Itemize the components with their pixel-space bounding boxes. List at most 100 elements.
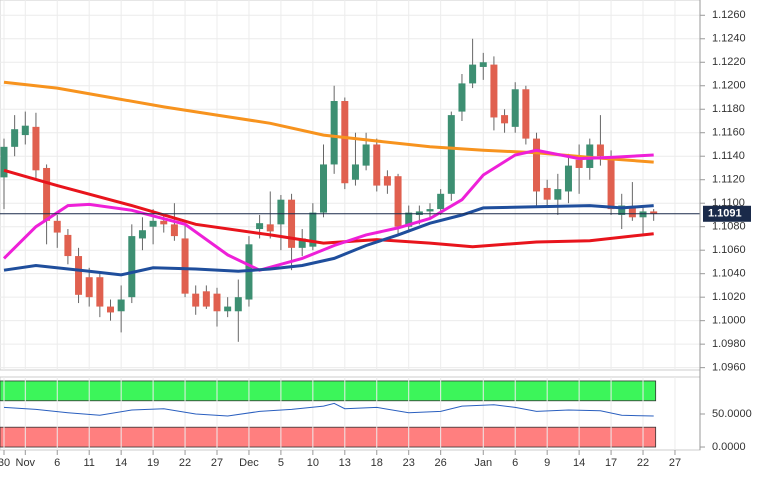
candle-body [234,297,242,312]
candle-body [458,83,466,112]
x-tick-label: Jan [474,457,492,469]
y-tick-label: 1.1120 [712,174,745,186]
candle-body [106,306,114,313]
candle-body [405,212,413,227]
candle-body [277,199,285,225]
candle-body [96,277,104,307]
x-tick-label: 27 [211,457,223,469]
candle-body [575,159,583,168]
candle-body [596,144,604,157]
y-tick-label: 1.1200 [712,80,746,92]
x-tick-label: 19 [147,457,159,469]
candle-body [0,146,8,178]
candle-body [469,64,477,84]
candle-body [650,211,658,214]
candle-body [266,224,274,232]
candle-body [554,189,562,200]
candle-body [607,156,615,210]
candle-body [11,129,19,147]
candle-body [149,220,157,227]
y-tick-label: 1.1080 [712,221,746,233]
y-tick-label: 1.1240 [712,33,746,45]
rsi-line [3,402,654,417]
y-tick-label: 1.1260 [712,9,746,21]
x-tick-label: 6 [512,457,518,469]
candle-body [511,89,519,127]
x-tick-label: 27 [669,457,681,469]
x-tick-label: Nov [16,457,36,469]
candle-body [522,89,530,139]
candle-body [256,223,264,230]
candle-body [383,176,391,186]
x-tick-label: 17 [605,457,617,469]
band [0,380,657,402]
candle-body [394,176,402,227]
candle-body [533,138,541,192]
ma-line [3,204,654,277]
x-tick-label: 6 [54,457,60,469]
candle-body [192,293,200,307]
candle-body [639,211,647,218]
candle-body [32,126,40,171]
x-tick-label: 13 [339,457,351,469]
candle-body [490,64,498,118]
x-tick-label: 30 [0,457,10,469]
candle-body [160,220,168,225]
candle-body [138,230,146,239]
y-tick-label: 50.0000 [712,408,752,420]
ma-line [3,80,654,164]
candle-body [479,62,487,67]
last-price-box [703,205,751,222]
x-tick-label: 18 [371,457,383,469]
x-tick-label: 14 [115,457,127,469]
panel-bg [0,0,701,371]
candle-body [309,212,317,247]
candle-body [351,164,359,180]
candle-body [85,277,93,298]
candle-body [128,236,136,298]
x-tick-label: 23 [403,457,415,469]
candle-body [362,144,370,166]
candle-body [75,256,83,295]
x-tick-label: Dec [239,457,259,469]
x-tick-label: 5 [278,457,284,469]
candle-body [170,224,178,237]
x-tick-label: 22 [179,457,191,469]
band [0,426,657,448]
candle-body [373,144,381,186]
candle-body [64,234,72,257]
x-tick-label: 11 [83,457,94,469]
candle-body [618,205,626,215]
candle-body [564,165,572,192]
candle-body [202,291,210,307]
y-tick-label: 1.0980 [712,338,746,350]
candle-body [437,193,445,210]
candle-body [53,220,61,233]
candle-body [501,115,509,124]
candle-body [117,299,125,312]
candle-body [181,238,189,294]
candle-body [415,211,423,215]
candle-body [628,206,636,218]
candle-body [543,187,551,200]
last-price-label: 1.1091 [708,208,742,220]
x-tick-label: 9 [544,457,550,469]
y-tick-label: 1.0960 [712,362,746,374]
y-tick-label: 1.1160 [712,127,745,139]
y-tick-label: 0.0000 [712,441,746,453]
candle-body [330,101,338,165]
y-tick-label: 1.1060 [712,244,746,256]
candle-body [320,164,328,213]
y-tick-label: 1.1140 [712,150,745,162]
y-tick-label: 1.1220 [712,56,746,68]
candle-body [447,115,455,194]
y-tick-label: 1.1000 [712,315,746,327]
x-tick-label: 10 [307,457,319,469]
candle-body [288,199,296,248]
candle-body [21,125,29,136]
y-tick-label: 1.1040 [712,268,746,280]
candle-body [426,209,434,212]
x-tick-label: 26 [435,457,447,469]
candle-body [224,306,232,312]
